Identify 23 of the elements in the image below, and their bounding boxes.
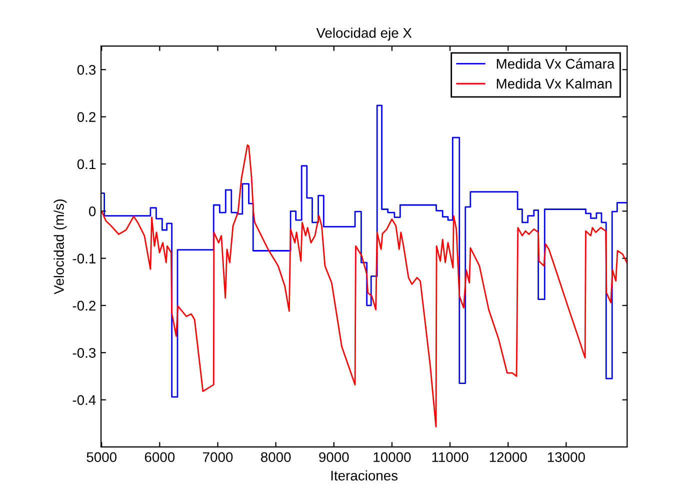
- y-tick-label: -0.2: [72, 300, 96, 311]
- y-tick-label: 0: [88, 206, 96, 216]
- line-series: [101, 144, 628, 428]
- x-tick-label: 13000: [548, 452, 585, 462]
- y-tick-label: 0.1: [77, 159, 96, 170]
- x-tick-label: 6000: [144, 452, 175, 462]
- legend-label: Medida Vx Cámara: [496, 58, 615, 69]
- chart-title: Velocidad eje X: [316, 28, 412, 41]
- y-tick-label: -0.1: [72, 254, 96, 264]
- x-tick-label: 12000: [490, 452, 527, 462]
- x-tick-label: 5000: [86, 452, 117, 462]
- x-tick-label: 11000: [432, 452, 468, 462]
- y-tick-label: 0.2: [77, 112, 96, 122]
- y-tick-label: -0.4: [72, 395, 96, 405]
- x-axis-title: Iteraciones: [331, 470, 398, 481]
- y-tick-label: -0.3: [72, 348, 96, 358]
- x-tick-label: 9000: [319, 452, 349, 462]
- x-tick-label: 10000: [374, 452, 411, 462]
- x-tick-label: 7000: [203, 452, 233, 462]
- legend-label: Medida Vx Kalman: [496, 78, 612, 89]
- y-axis-title: Velocidad (m/s): [54, 200, 67, 294]
- y-tick-label: 0.3: [77, 64, 96, 75]
- x-tick-label: 8000: [260, 452, 291, 462]
